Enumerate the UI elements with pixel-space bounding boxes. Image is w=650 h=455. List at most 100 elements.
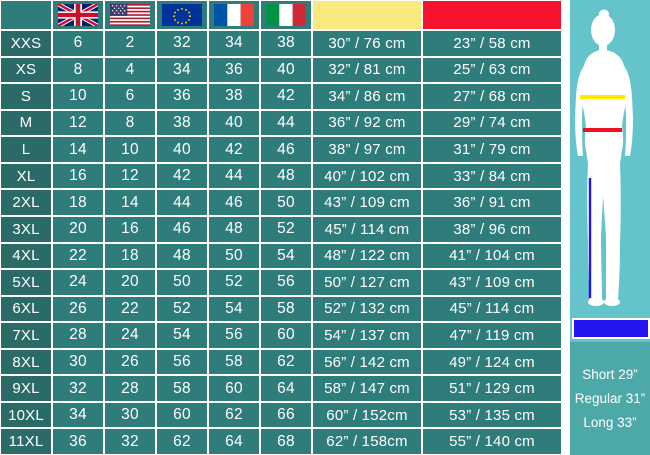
cell-waist: 36” / 91 cm — [422, 189, 562, 216]
cell-it: 46 — [260, 136, 312, 163]
cell-us: 30 — [104, 401, 156, 429]
cell-size: L — [0, 136, 52, 163]
cell-bust: 36” / 92 cm — [312, 109, 422, 137]
cell-it: 38 — [260, 30, 312, 57]
cell-bust: 30” / 76 cm — [312, 30, 422, 57]
legend-short: Short 29” — [582, 367, 638, 382]
cell-fr: 54 — [208, 295, 260, 323]
table-row: L 14 10 40 42 46 38” / 97 cm 31” / 79 cm — [0, 136, 568, 163]
cell-size: 9XL — [0, 375, 52, 402]
cell-size: 10XL — [0, 401, 52, 429]
cell-us: 18 — [104, 242, 156, 270]
cell-us: 32 — [104, 428, 156, 455]
cell-us: 8 — [104, 109, 156, 137]
cell-fr: 34 — [208, 30, 260, 57]
legend-regular: Regular 31” — [574, 391, 646, 406]
cell-waist: 41” / 104 cm — [422, 242, 562, 270]
cell-bust: 58” / 147 cm — [312, 375, 422, 402]
cell-size: M — [0, 109, 52, 137]
cell-fr: 48 — [208, 215, 260, 243]
cell-eu: 34 — [156, 56, 208, 84]
cell-eu: 62 — [156, 428, 208, 455]
table-row: 11XL 36 32 62 64 68 62” / 158cm 55” / 140 cm — [0, 428, 568, 455]
cell-it: 62 — [260, 348, 312, 376]
cell-size: 7XL — [0, 322, 52, 349]
cell-waist: 47” / 119 cm — [422, 322, 562, 349]
table-row: 5XL 24 20 50 52 56 50” / 127 cm 43” / 109 cm — [0, 269, 568, 296]
cell-it: 42 — [260, 83, 312, 110]
cell-bust: 52” / 132 cm — [312, 295, 422, 323]
cell-us: 2 — [104, 30, 156, 57]
cell-waist: 25” / 63 cm — [422, 56, 562, 84]
cell-it: 60 — [260, 322, 312, 349]
cell-size: S — [0, 83, 52, 110]
cell-it: 52 — [260, 215, 312, 243]
body-figure-panel: Short 29” Regular 31” Long 33” — [568, 0, 650, 455]
usa-flag-icon — [104, 0, 156, 30]
cell-uk: 12 — [52, 109, 104, 137]
table-header-row — [0, 0, 568, 30]
table-row: M 12 8 38 40 44 36” / 92 cm 29” / 74 cm — [0, 109, 568, 137]
table-row: 8XL 30 26 56 58 62 56” / 142 cm 49” / 124 cm — [0, 348, 568, 376]
cell-eu: 42 — [156, 162, 208, 190]
size-table: XXS 6 2 32 34 38 30” / 76 cm 23” / 58 cm XS 8 4 34 3… — [0, 0, 568, 455]
cell-uk: 22 — [52, 242, 104, 270]
table-row: XXS 6 2 32 34 38 30” / 76 cm 23” / 58 cm — [0, 30, 568, 57]
cell-eu: 38 — [156, 109, 208, 137]
cell-eu: 40 — [156, 136, 208, 163]
cell-uk: 28 — [52, 322, 104, 349]
cell-size: 4XL — [0, 242, 52, 270]
cell-eu: 60 — [156, 401, 208, 429]
cell-it: 54 — [260, 242, 312, 270]
cell-eu: 36 — [156, 83, 208, 110]
cell-waist: 27” / 68 cm — [422, 83, 562, 110]
cell-bust: 38” / 97 cm — [312, 136, 422, 163]
cell-uk: 18 — [52, 189, 104, 216]
cell-waist: 23” / 58 cm — [422, 30, 562, 57]
cell-it: 40 — [260, 56, 312, 84]
cell-waist: 51” / 129 cm — [422, 375, 562, 402]
cell-fr: 64 — [208, 428, 260, 455]
cell-uk: 26 — [52, 295, 104, 323]
cell-fr: 44 — [208, 162, 260, 190]
cell-size: XS — [0, 56, 52, 84]
cell-fr: 62 — [208, 401, 260, 429]
cell-uk: 36 — [52, 428, 104, 455]
cell-waist: 45” / 114 cm — [422, 295, 562, 323]
legend-long: Long 33” — [583, 415, 637, 430]
inseam-color-key — [572, 318, 650, 339]
cell-eu: 46 — [156, 215, 208, 243]
cell-eu: 32 — [156, 30, 208, 57]
female-body-silhouette-icon — [575, 9, 633, 306]
italy-flag-icon — [260, 0, 312, 30]
cell-us: 16 — [104, 215, 156, 243]
cell-it: 50 — [260, 189, 312, 216]
table-row: XS 8 4 34 36 40 32” / 81 cm 25” / 63 cm — [0, 56, 568, 84]
cell-uk: 16 — [52, 162, 104, 190]
cell-it: 58 — [260, 295, 312, 323]
cell-eu: 58 — [156, 375, 208, 402]
cell-waist: 49” / 124 cm — [422, 348, 562, 376]
uk-flag-icon — [52, 0, 104, 30]
cell-bust: 62” / 158cm — [312, 428, 422, 455]
cell-size: 8XL — [0, 348, 52, 376]
cell-uk: 34 — [52, 401, 104, 429]
table-row: 10XL 34 30 60 62 66 60” / 152cm 53” / 135 cm — [0, 401, 568, 429]
cell-us: 22 — [104, 295, 156, 323]
cell-fr: 60 — [208, 375, 260, 402]
cell-size: 5XL — [0, 269, 52, 296]
cell-eu: 56 — [156, 348, 208, 376]
cell-waist: 53” / 135 cm — [422, 401, 562, 429]
cell-waist: 29” / 74 cm — [422, 109, 562, 137]
cell-uk: 20 — [52, 215, 104, 243]
cell-uk: 24 — [52, 269, 104, 296]
cell-uk: 14 — [52, 136, 104, 163]
cell-bust: 48” / 122 cm — [312, 242, 422, 270]
cell-size: XL — [0, 162, 52, 190]
cell-bust: 50” / 127 cm — [312, 269, 422, 296]
cell-fr: 46 — [208, 189, 260, 216]
cell-us: 24 — [104, 322, 156, 349]
cell-size: 2XL — [0, 189, 52, 216]
cell-bust: 54” / 137 cm — [312, 322, 422, 349]
